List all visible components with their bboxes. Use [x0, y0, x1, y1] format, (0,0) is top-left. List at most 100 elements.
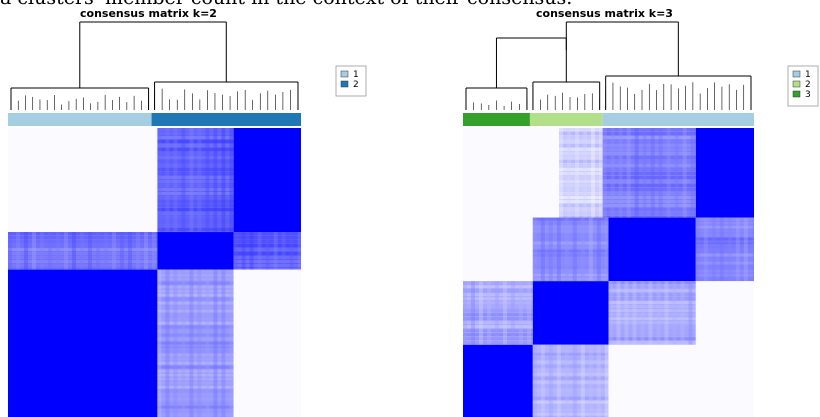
heatmap-cell	[695, 281, 754, 345]
heatmap-texture-row	[157, 325, 234, 329]
heatmap-texture-row	[463, 329, 533, 333]
heatmap-texture-row	[608, 325, 696, 329]
heatmap-texture-row	[695, 269, 754, 273]
heatmap-texture-row	[695, 261, 754, 265]
heatmap-texture-row	[608, 301, 696, 305]
heatmap-texture-row	[463, 317, 533, 321]
heatmap-texture-row	[608, 309, 696, 313]
dendrogram	[10, 21, 299, 110]
heatmap-texture-row	[157, 132, 234, 135]
heatmap-texture-col	[527, 281, 531, 345]
heatmap-texture-col	[281, 232, 286, 270]
heatmap-texture-col	[580, 344, 585, 417]
heatmap-texture-row	[602, 152, 696, 155]
heatmap-texture-row	[559, 180, 603, 183]
heatmap-texture-row	[559, 204, 603, 207]
heatmap-texture-row	[559, 188, 603, 191]
heatmap-texture-row	[233, 240, 301, 244]
heatmap-texture-row	[532, 396, 609, 400]
heatmap-texture-row	[559, 200, 603, 203]
heatmap-texture-row	[532, 245, 609, 249]
heatmap-texture-row	[8, 268, 158, 270]
heatmap-texture-col	[471, 281, 475, 345]
heatmap-texture-row	[532, 376, 609, 380]
heatmap-texture-row	[695, 265, 754, 269]
heatmap-texture-row	[233, 232, 301, 236]
heatmap-texture-row	[695, 277, 754, 281]
heatmap-texture-row	[157, 413, 234, 417]
heatmap-texture-row	[608, 305, 696, 309]
heatmap-texture-col	[80, 232, 84, 270]
legend: 12	[335, 65, 367, 97]
heatmap-texture-row	[532, 392, 609, 396]
heatmap-texture-row	[463, 305, 533, 309]
heatmap-texture-row	[233, 252, 301, 256]
legend-swatch	[340, 70, 349, 78]
heatmap-texture-row	[608, 333, 696, 337]
heatmap-texture-row	[532, 265, 609, 269]
heatmap-texture-col	[616, 281, 621, 345]
heatmap-texture-row	[157, 337, 234, 341]
heatmap-texture-row	[602, 132, 696, 135]
heatmap-texture-col	[658, 128, 663, 218]
heatmap-block	[532, 217, 609, 282]
chart-title-k3: consensus matrix k=3	[536, 7, 673, 20]
heatmap-texture-col	[189, 128, 194, 233]
heatmap-texture-row	[608, 293, 696, 297]
heatmap-texture-row	[157, 293, 234, 297]
heatmap-texture-row	[157, 345, 234, 349]
heatmap-texture-row	[559, 148, 603, 151]
heatmap-texture-row	[602, 128, 696, 131]
heatmap-texture-row	[559, 128, 603, 131]
cluster-bar-segment-2	[529, 113, 603, 126]
heatmap-texture-row	[532, 352, 609, 356]
heatmap-texture-row	[695, 221, 754, 225]
heatmap-texture-row	[608, 289, 696, 293]
heatmap-texture-row	[532, 249, 609, 253]
heatmap-texture-row	[608, 337, 696, 341]
heatmap-texture-row	[157, 361, 234, 365]
heatmap-texture-row	[532, 225, 609, 229]
heatmap-texture-row	[157, 301, 234, 305]
heatmap-texture-row	[157, 313, 234, 317]
heatmap-texture-col	[16, 232, 20, 270]
heatmap-texture-row	[559, 156, 603, 159]
heatmap-texture-row	[532, 348, 609, 352]
heatmap-texture-row	[532, 229, 609, 233]
heatmap-texture-col	[540, 217, 545, 282]
heatmap-texture-col	[487, 281, 491, 345]
heatmap-texture-row	[602, 180, 696, 183]
heatmap-block	[608, 217, 696, 282]
heatmap-texture-col	[495, 281, 499, 345]
heatmap-block	[157, 232, 234, 270]
heatmap-texture-row	[602, 148, 696, 151]
heatmap-texture-row	[695, 217, 754, 221]
heatmap-texture-col	[152, 232, 156, 270]
heatmap-texture-row	[463, 325, 533, 329]
heatmap-texture-row	[559, 164, 603, 167]
heatmap-cell	[8, 269, 158, 417]
heatmap-texture-row	[8, 252, 158, 256]
heatmap-block	[532, 344, 609, 417]
heatmap-texture-row	[157, 377, 234, 381]
heatmap-texture-col	[626, 128, 631, 218]
heatmap-texture-col	[711, 217, 716, 282]
cluster-bar-segment-3	[463, 113, 530, 126]
heatmap-texture-col	[257, 232, 262, 270]
heatmap-texture-col	[556, 217, 561, 282]
heatmap-texture-col	[96, 232, 100, 270]
heatmap-texture-col	[157, 128, 162, 233]
heatmap-block	[463, 217, 533, 282]
heatmap-cell	[233, 269, 301, 417]
heatmap-texture-row	[463, 333, 533, 337]
heatmap-block	[695, 217, 754, 282]
legend-swatch	[792, 90, 801, 98]
heatmap-texture-col	[642, 128, 647, 218]
heatmap-texture-col	[672, 281, 677, 345]
heatmap-texture-row	[8, 240, 158, 244]
heatmap-block	[532, 281, 609, 345]
caption-text: a clusters' member count in the context …	[0, 0, 820, 8]
heatmap-texture-row	[532, 380, 609, 384]
heatmap-texture-col	[221, 269, 226, 417]
heatmap-texture-col	[583, 128, 588, 218]
